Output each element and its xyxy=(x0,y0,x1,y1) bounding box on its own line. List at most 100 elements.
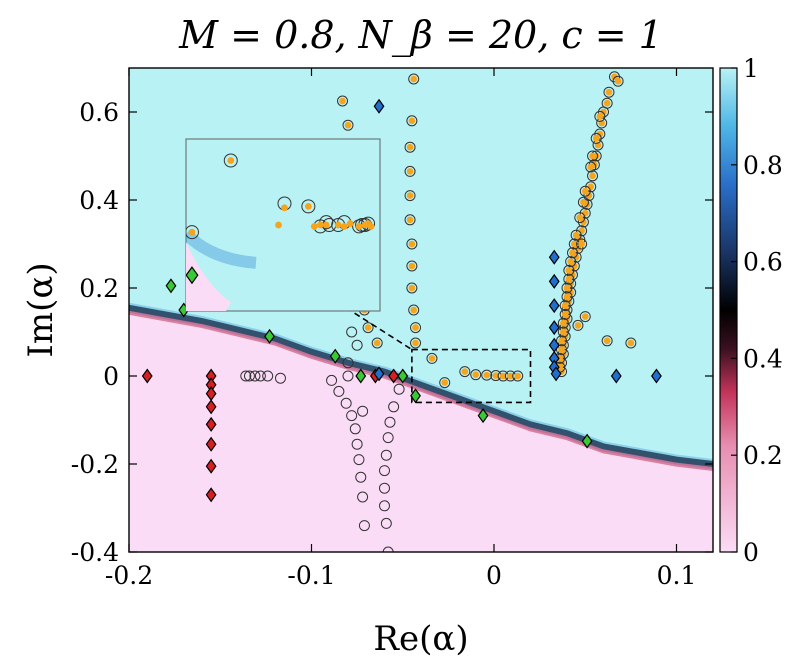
open-circle-point xyxy=(406,238,418,250)
orange-point xyxy=(408,284,416,292)
open-circle-point xyxy=(576,225,588,237)
blue-diamond-point xyxy=(610,368,622,384)
open-circle-point xyxy=(559,300,571,312)
colorbar-tick-label: 0.8 xyxy=(743,151,783,180)
orange-point xyxy=(596,130,604,138)
open-circle-point xyxy=(404,190,416,202)
inset-lower-region xyxy=(186,242,231,311)
open-circle-point xyxy=(355,471,367,483)
orange-point xyxy=(412,324,419,331)
open-circle-point xyxy=(362,322,374,334)
inset-open-circle xyxy=(186,225,199,240)
open-circle-point xyxy=(342,357,354,369)
orange-point xyxy=(614,77,622,85)
green-diamond-point xyxy=(355,368,367,384)
red-diamond-point xyxy=(388,368,400,384)
open-circle-point xyxy=(249,370,261,382)
open-circle-point xyxy=(590,132,602,144)
open-circle-point xyxy=(240,370,252,382)
green-diamond-point xyxy=(410,388,421,404)
open-circle-point xyxy=(594,110,606,122)
orange-point xyxy=(580,218,587,226)
open-circle-point xyxy=(340,397,352,409)
blue-diamond-point xyxy=(373,366,385,382)
open-circle-point xyxy=(357,405,369,417)
orange-point xyxy=(600,108,607,116)
inset-orange-point xyxy=(355,223,363,230)
open-circle-point xyxy=(358,520,370,532)
orange-point xyxy=(571,240,578,248)
orange-point xyxy=(580,198,587,206)
orange-point xyxy=(589,152,596,160)
orange-point xyxy=(499,372,507,380)
open-circle-point xyxy=(342,119,354,131)
orange-point xyxy=(558,337,565,345)
orange-point xyxy=(603,99,611,107)
open-circle-point xyxy=(579,185,591,197)
open-circle-point xyxy=(353,454,365,466)
blue-diamond-point xyxy=(548,273,560,289)
orange-point xyxy=(587,163,595,171)
open-circle-point xyxy=(570,229,582,241)
open-circle-point xyxy=(561,282,573,294)
open-circle-point xyxy=(351,438,363,450)
open-circle-point xyxy=(587,170,599,182)
x-axis-label: Re(α) xyxy=(373,619,468,659)
open-circle-point xyxy=(459,366,471,378)
open-circle-point xyxy=(382,432,394,444)
orange-point xyxy=(492,372,500,379)
open-circle-point xyxy=(357,491,369,503)
open-circle-point xyxy=(379,465,390,477)
orange-point xyxy=(410,306,418,314)
open-circle-point xyxy=(388,401,400,413)
open-circle-point xyxy=(576,238,588,250)
inset-panel xyxy=(185,138,381,312)
open-circle-point xyxy=(406,282,418,294)
orange-point xyxy=(428,355,436,362)
red-diamond-point xyxy=(205,458,217,474)
zoom-box xyxy=(411,348,532,404)
orange-point xyxy=(507,372,514,380)
green-diamond-point xyxy=(477,408,489,424)
y-tick-label: -0.4 xyxy=(71,538,119,567)
open-circle-point xyxy=(587,150,599,162)
open-circle-point xyxy=(406,115,418,127)
orange-point xyxy=(565,275,573,283)
lower-region xyxy=(129,307,713,552)
blue-diamond-point xyxy=(550,366,562,382)
open-circle-point xyxy=(262,370,274,382)
inset-open-circle xyxy=(223,153,238,168)
open-circle-point xyxy=(481,369,493,381)
colorbar-tick-label: 0.4 xyxy=(743,344,783,373)
orange-point xyxy=(592,135,600,142)
open-circle-point xyxy=(603,86,615,98)
inset-orange-point xyxy=(310,223,318,230)
open-circle-point xyxy=(393,383,405,395)
open-circle-point xyxy=(410,337,422,349)
orange-point xyxy=(581,313,589,320)
inset-markers-layer xyxy=(186,153,376,285)
open-circle-point xyxy=(346,410,358,422)
open-circle-point xyxy=(579,311,591,323)
open-circle-point xyxy=(349,423,361,435)
open-circle-point xyxy=(346,326,358,338)
open-circle-point xyxy=(326,374,338,386)
x-tick-label: -0.1 xyxy=(287,561,335,590)
open-circle-point xyxy=(601,335,613,347)
open-circle-point xyxy=(254,370,266,382)
open-circle-point xyxy=(585,161,597,173)
y-axis: -0.4 -0.2 0 0.2 0.4 0.6 xyxy=(71,98,713,567)
green-diamond-point xyxy=(264,328,275,344)
open-circle-point xyxy=(556,335,568,347)
open-circle-point xyxy=(579,207,591,219)
orange-point xyxy=(472,371,480,378)
red-diamond-point xyxy=(141,368,153,384)
orange-point xyxy=(339,97,346,105)
open-circle-point xyxy=(557,317,569,329)
green-diamond-point xyxy=(329,348,341,364)
open-circle-point xyxy=(379,500,390,512)
orange-point xyxy=(344,121,352,129)
orange-point xyxy=(408,240,416,248)
open-circle-point xyxy=(243,370,255,382)
